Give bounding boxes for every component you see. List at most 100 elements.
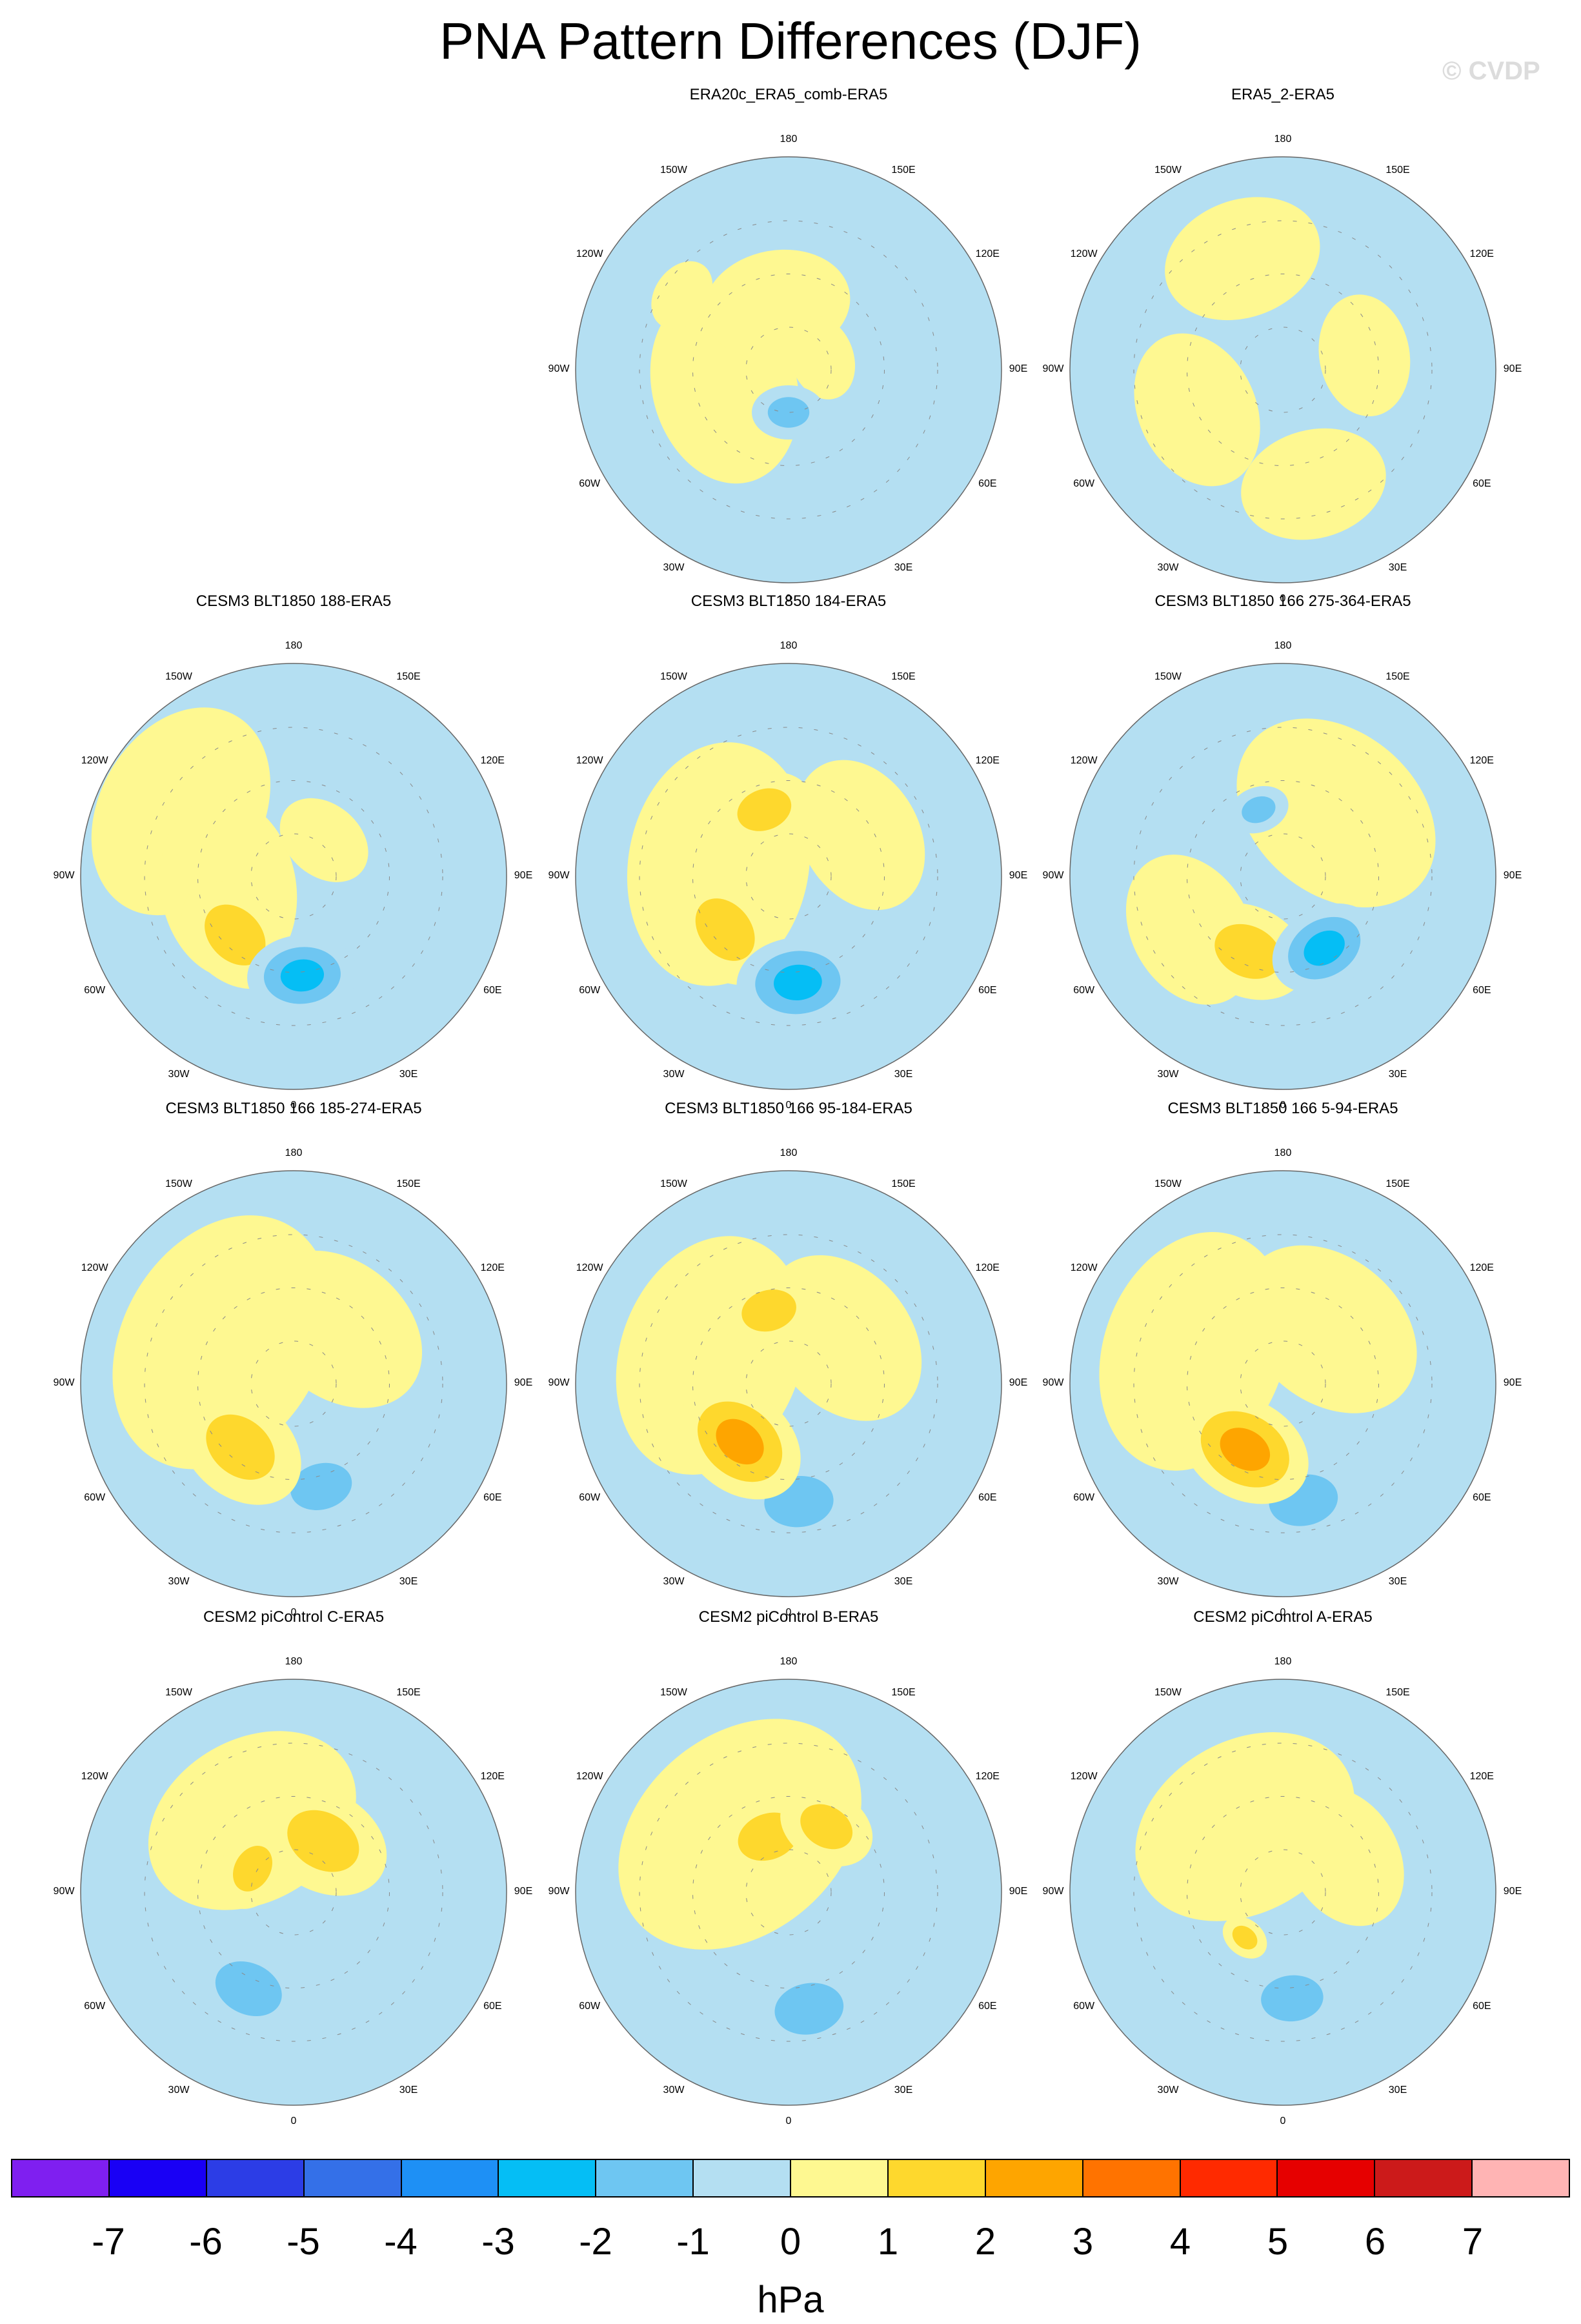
longitude-label: 60E — [1473, 985, 1491, 996]
longitude-label: 90W — [53, 870, 75, 881]
coastline-hint — [1240, 327, 1326, 413]
coastline-hint — [639, 220, 938, 520]
coastline-hint — [197, 1288, 390, 1480]
longitude-label: 150W — [1154, 164, 1182, 176]
longitude-label: 150E — [1385, 1178, 1410, 1189]
colorbar-tick-label: -4 — [384, 2221, 418, 2263]
colorbar-tick-label: -7 — [92, 2221, 125, 2263]
longitude-label: 30W — [168, 1069, 190, 1080]
colorbar-box — [694, 2160, 791, 2196]
globe-border — [1069, 663, 1496, 1090]
longitude-label: 90W — [548, 363, 570, 374]
colorbar-tick-label: 3 — [1072, 2221, 1094, 2263]
map-panels-grid: ERA20c_ERA5_comb-ERA5 180 150E 120E 90E 60E 30… — [53, 86, 1522, 2127]
longitude-label: 30W — [663, 1069, 685, 1080]
anomaly-contour — [256, 1250, 423, 1408]
anomaly-contour — [205, 904, 266, 965]
longitude-label: 60E — [1473, 478, 1491, 489]
polar-map — [1069, 1170, 1496, 1597]
longitude-label: 120W — [1070, 248, 1098, 259]
longitude-label: 150W — [660, 1178, 687, 1189]
longitude-label: 60W — [84, 1492, 106, 1503]
panel-title: CESM2 piControl A-ERA5 — [1193, 1608, 1373, 1626]
colorbar-tick-label: 5 — [1267, 2221, 1289, 2263]
anomaly-contour — [1242, 796, 1276, 824]
longitude-label: 60W — [1073, 985, 1095, 996]
longitude-label: 90E — [514, 1377, 533, 1388]
coastline-hint — [144, 1743, 443, 2042]
globe-border — [575, 663, 1002, 1090]
coastline-hint — [1187, 274, 1379, 466]
longitude-label: 60E — [483, 1492, 502, 1503]
longitude-label: 90E — [514, 870, 533, 881]
longitude-label: 120W — [1070, 755, 1098, 766]
coastline-hint — [692, 274, 885, 466]
longitude-label: 90E — [1009, 1886, 1028, 1897]
longitude-label: 90W — [53, 1886, 75, 1897]
longitude-label: 150E — [891, 1686, 916, 1698]
polar-map — [575, 1170, 1002, 1597]
colorbar-box — [791, 2160, 889, 2196]
longitude-label: 150E — [1385, 164, 1410, 176]
longitude-label: 150W — [165, 1178, 192, 1189]
longitude-label: 150W — [660, 671, 687, 682]
longitude-label: 180 — [285, 1656, 303, 1667]
coastline-hint — [692, 1288, 885, 1480]
colorbar-box — [12, 2160, 110, 2196]
longitude-label: 180 — [1274, 134, 1292, 145]
coastline-hint — [1133, 220, 1433, 520]
longitude-label: 150W — [1154, 671, 1182, 682]
longitude-label: 90W — [548, 1377, 570, 1388]
coastline-hint — [197, 780, 390, 973]
longitude-label: 90E — [514, 1886, 533, 1897]
coastline-hint — [639, 1743, 938, 2042]
coastline-hint — [1133, 727, 1433, 1026]
longitude-label: 30W — [663, 1576, 685, 1588]
coastline-hint — [1133, 1234, 1433, 1533]
anomaly-contour — [215, 1961, 282, 2016]
longitude-label: 150W — [1154, 1178, 1182, 1189]
anomaly-contour — [1318, 294, 1411, 417]
longitude-label: 0 — [1280, 1100, 1286, 1111]
longitude-label: 0 — [1280, 1607, 1286, 1618]
longitude-label: 180 — [1274, 640, 1292, 651]
longitude-label: 60E — [483, 2001, 502, 2012]
longitude-label: 120E — [975, 1771, 1000, 1782]
longitude-label: 30W — [168, 1576, 190, 1588]
colorbar-tick-label: -6 — [189, 2221, 223, 2263]
longitude-label: 120E — [1469, 755, 1494, 766]
longitude-label: 90W — [1042, 1377, 1064, 1388]
longitude-label: 120W — [576, 1262, 603, 1273]
anomaly-contour — [800, 1804, 853, 1850]
longitude-label: 30W — [1157, 562, 1179, 574]
longitude-label: 30E — [1388, 1576, 1407, 1588]
watermark: © CVDP — [1442, 57, 1540, 85]
longitude-label: 180 — [285, 640, 303, 651]
longitude-label: 0 — [1280, 593, 1286, 604]
longitude-label: 180 — [780, 640, 798, 651]
longitude-label: 90W — [1042, 870, 1064, 881]
longitude-label: 150W — [1154, 1686, 1182, 1698]
longitude-label: 60E — [1473, 2001, 1491, 2012]
colorbar-box — [109, 2160, 207, 2196]
longitude-label: 90E — [1503, 870, 1522, 881]
longitude-label: 60E — [978, 1492, 997, 1503]
longitude-label: 30E — [1388, 562, 1407, 574]
panel-title: CESM3 BLT1850 188-ERA5 — [196, 592, 392, 610]
globe-border — [80, 663, 507, 1090]
longitude-label: 60E — [978, 478, 997, 489]
longitude-label: 30E — [1388, 1069, 1407, 1080]
longitude-label: 120W — [81, 1262, 108, 1273]
longitude-label: 120E — [975, 755, 1000, 766]
longitude-label: 120W — [81, 1771, 108, 1782]
polar-map — [1069, 1679, 1496, 2106]
anomaly-contour — [651, 261, 713, 329]
longitude-label: 30E — [399, 1069, 418, 1080]
anomaly-contour — [287, 1810, 359, 1872]
longitude-label: 30W — [168, 2085, 190, 2096]
longitude-label: 180 — [1274, 1656, 1292, 1667]
colorbar-units-label: hPa — [757, 2279, 824, 2321]
longitude-label: 30W — [663, 2085, 685, 2096]
colorbar-tick-label: 1 — [877, 2221, 899, 2263]
panel-title: CESM2 piControl B-ERA5 — [698, 1608, 879, 1626]
